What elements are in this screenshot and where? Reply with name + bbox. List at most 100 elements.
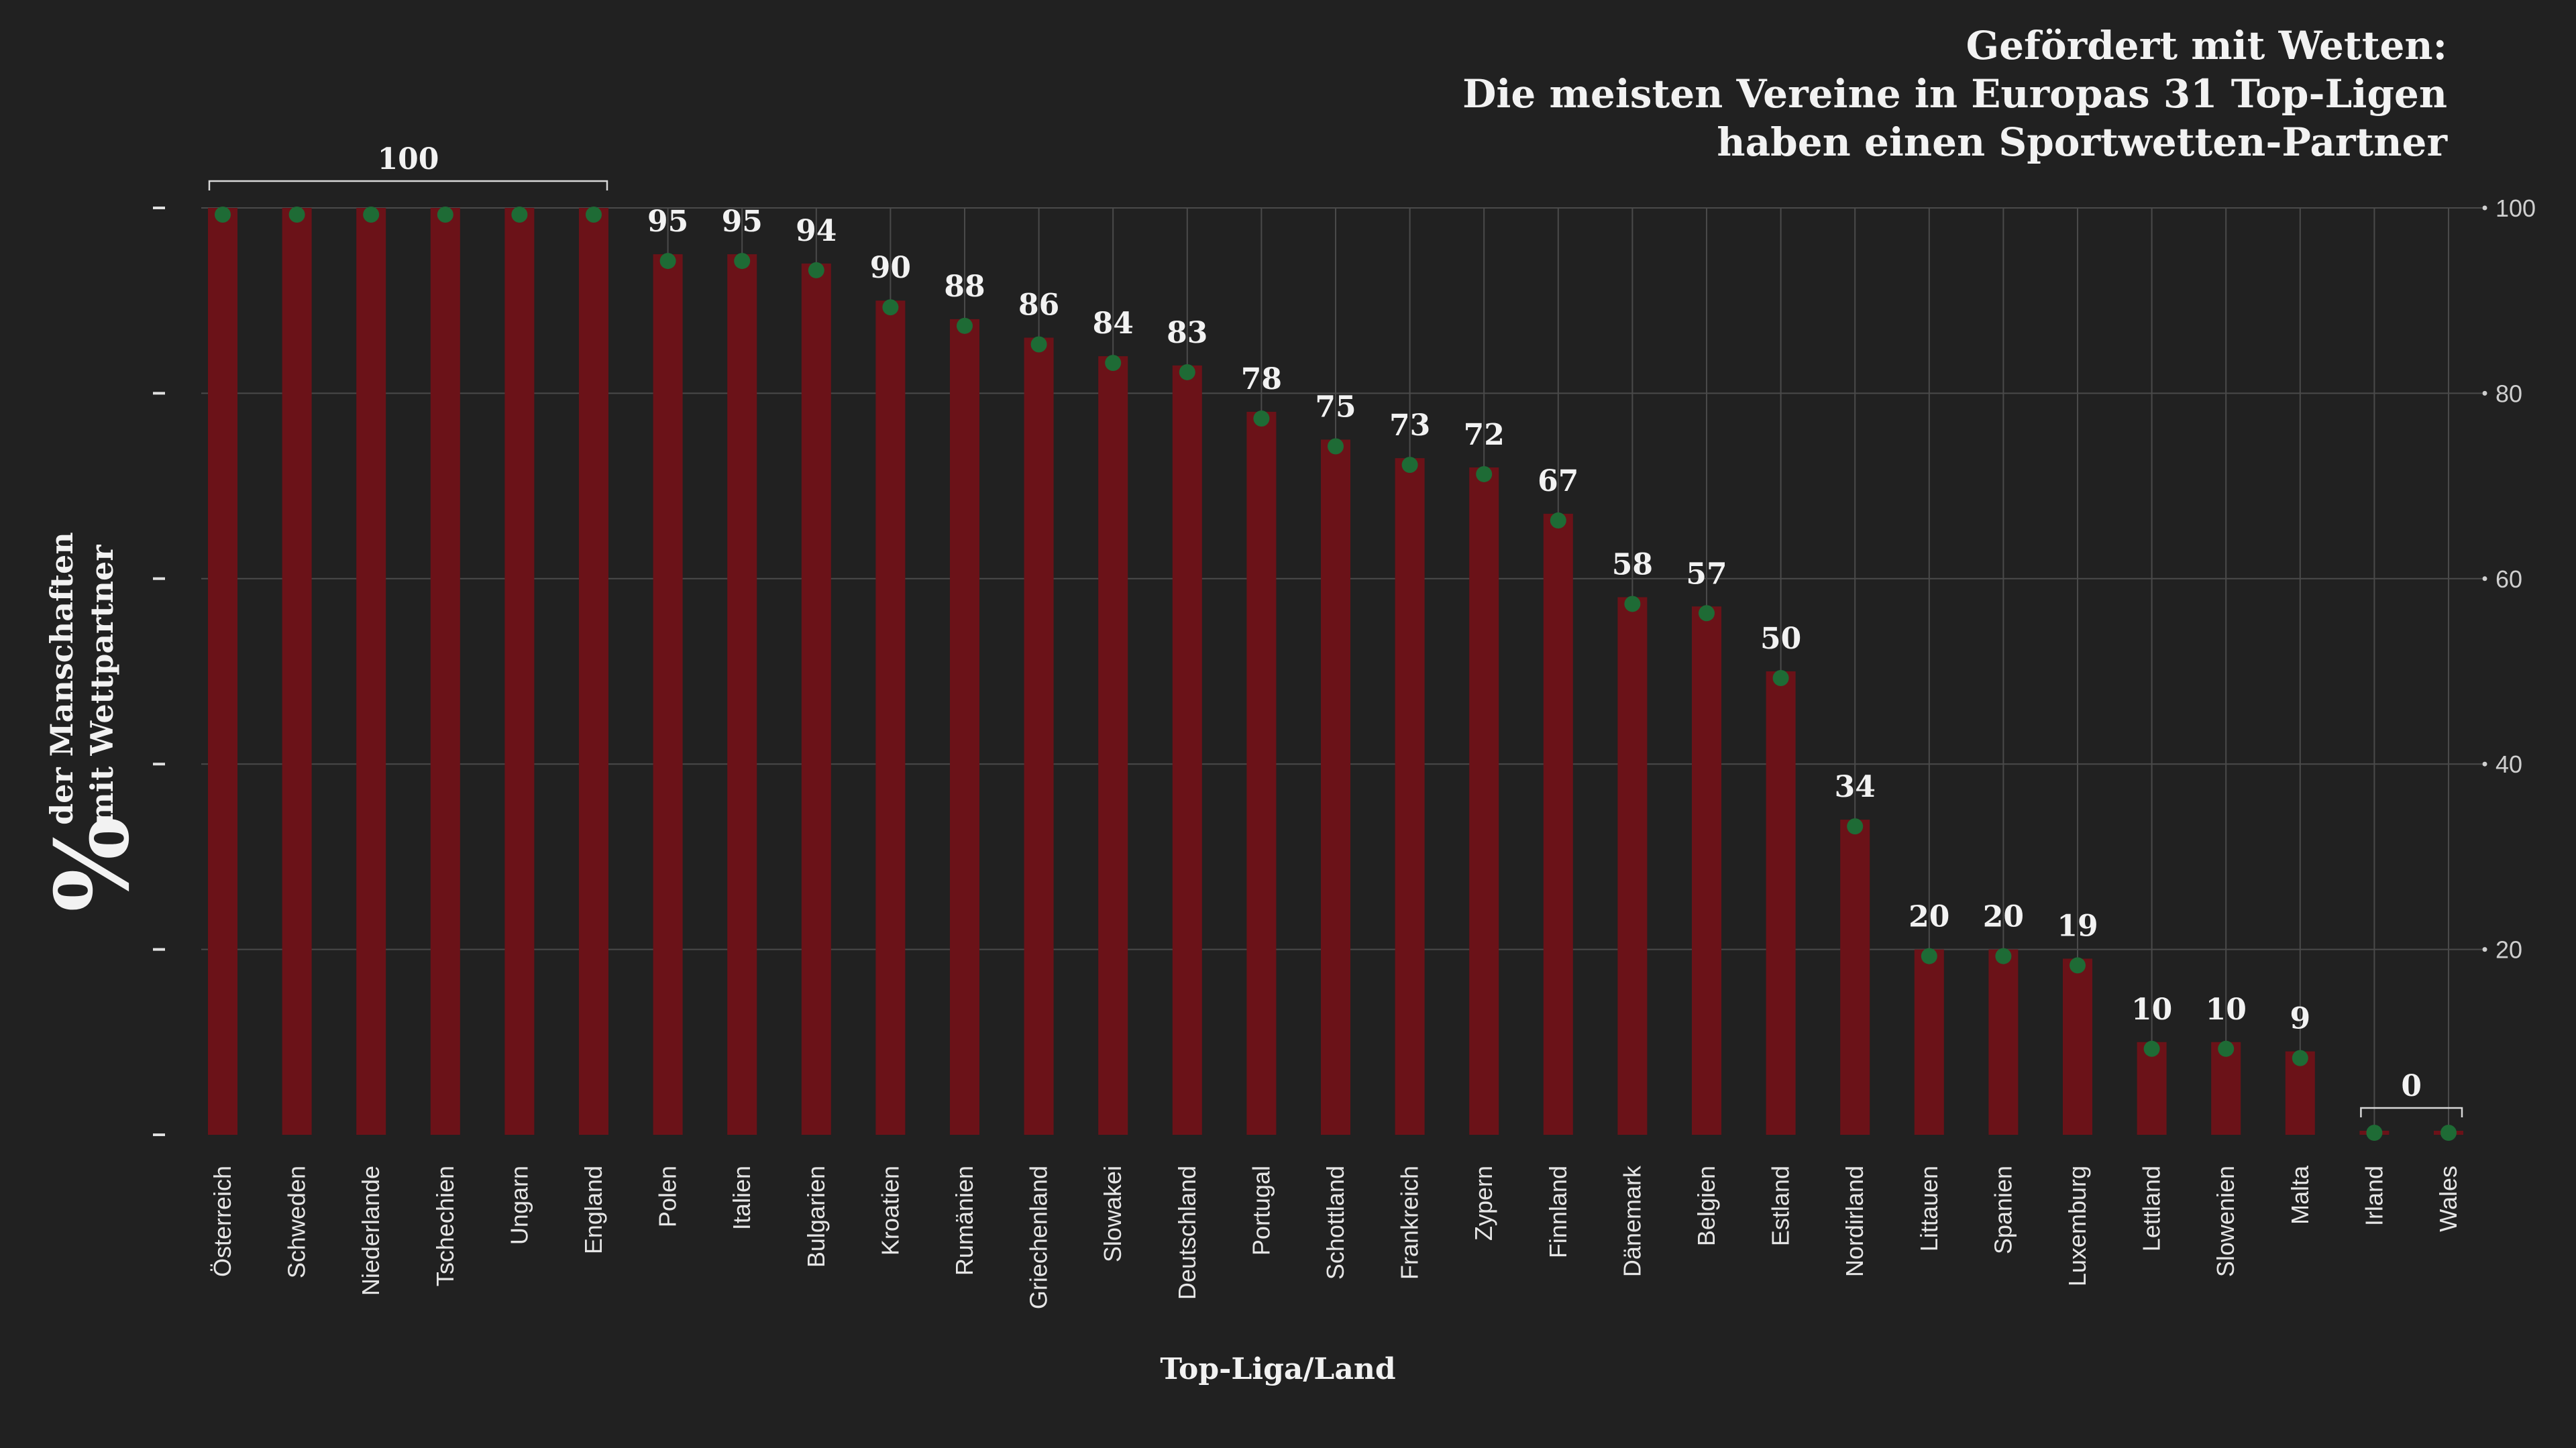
right-tick-label: 40 [2496,750,2522,778]
dot-marker [215,207,231,223]
bar [1617,597,1648,1135]
category-label: Deutschland [1173,1166,1201,1300]
right-tick-label: 100 [2496,194,2536,222]
dot-markers [215,207,2457,1141]
bar [1692,606,1721,1135]
bar [1840,820,1870,1135]
bar [950,319,979,1135]
category-label: Rumänien [951,1166,978,1276]
dot-marker [288,207,305,223]
category-label: Frankreich [1396,1166,1424,1280]
value-label: 57 [1686,557,1727,591]
bar [727,254,757,1135]
value-label: 10 [2131,993,2172,1027]
bar [1543,514,1573,1135]
value-label: 94 [796,214,837,248]
dot-marker [957,317,973,334]
bar [1395,458,1425,1135]
right-tick-label: 60 [2496,565,2522,593]
right-tick-mark [2482,205,2487,211]
dot-marker [1105,355,1122,372]
dot-marker [1030,336,1047,353]
value-label: 83 [1167,316,1208,350]
bar [430,208,460,1135]
value-label: 9 [2290,1002,2310,1036]
dot-marker [1179,364,1195,380]
bar [1469,467,1499,1135]
category-label: Italien [728,1166,755,1230]
category-label: Irland [2360,1166,2387,1226]
dot-marker [2218,1040,2235,1057]
category-label: Nordirland [1841,1166,1868,1277]
bar [1766,671,1796,1135]
dot-marker [659,253,676,270]
y-axis-label-line-1: der Manschaften [44,532,80,825]
bar [208,208,237,1135]
category-label: Lettland [2138,1166,2165,1251]
right-tick-mark [2482,761,2487,767]
dot-marker [2292,1050,2308,1066]
category-label: Estland [1767,1166,1794,1246]
bar-series [208,208,2463,1135]
dot-marker [2143,1040,2160,1057]
dot-marker [734,253,751,270]
bar [1098,356,1128,1135]
dot-marker [1699,605,1715,622]
value-label: 34 [1835,770,1876,804]
value-label: 78 [1241,362,1282,396]
chart-title: Gefördert mit Wetten: Die meisten Verein… [1462,23,2448,165]
chart-title-line-2: Die meisten Vereine in Europas 31 Top-Li… [1462,71,2447,117]
dot-marker [2070,957,2086,974]
category-label: Littauen [1915,1166,1943,1251]
bar [579,208,608,1135]
category-label: Wales [2434,1166,2462,1232]
right-tick-label: 80 [2496,380,2522,407]
bar [1914,949,1944,1135]
dot-marker [1328,438,1344,455]
category-label: Österreich [209,1166,236,1277]
bar [1024,337,1054,1135]
category-label: Griechenland [1025,1166,1053,1309]
bar [2137,1042,2167,1135]
value-label: 58 [1612,547,1653,581]
category-label: Portugal [1247,1166,1275,1256]
bar [801,263,831,1135]
x-axis-label: Top-Liga/Land [1160,1352,1395,1386]
category-label: Belgien [1693,1166,1720,1246]
group-brackets: 100 0 [208,142,2463,1117]
value-label: 72 [1464,418,1505,452]
category-label: Zypern [1470,1166,1497,1241]
category-labels: Österreich Schweden Niederlande Tschechien U… [209,1165,2462,1309]
category-label: Malta [2286,1165,2314,1225]
category-label: England [580,1166,607,1254]
bar [1246,412,1277,1135]
dot-marker [882,299,899,316]
value-label: 73 [1389,408,1430,443]
dot-marker [1921,948,1937,964]
bar [875,300,906,1135]
value-label: 90 [870,251,911,285]
right-tick-mark [2482,390,2487,396]
value-label: 84 [1093,307,1134,341]
category-label: Polen [654,1166,682,1227]
category-label: Finnland [1544,1166,1572,1258]
right-tick-mark [2482,576,2487,581]
value-label: 19 [2057,909,2098,943]
dot-marker [1550,512,1566,529]
value-label: 95 [647,205,688,239]
bar [504,208,535,1135]
category-label: Dänemark [1618,1165,1646,1277]
group-bracket [2360,1107,2463,1117]
category-label: Niederlande [357,1166,384,1296]
value-label: 50 [1760,622,1801,656]
dot-marker [1624,596,1641,612]
value-label: 88 [944,270,985,304]
y-axis-label-percent: % [34,816,152,912]
dot-marker [511,207,528,223]
dot-marker [1476,465,1493,482]
value-label: 75 [1315,390,1356,425]
group-bracket [208,180,608,190]
dot-marker [2366,1125,2383,1141]
chart-title-line-1: Gefördert mit Wetten: [1966,23,2447,68]
